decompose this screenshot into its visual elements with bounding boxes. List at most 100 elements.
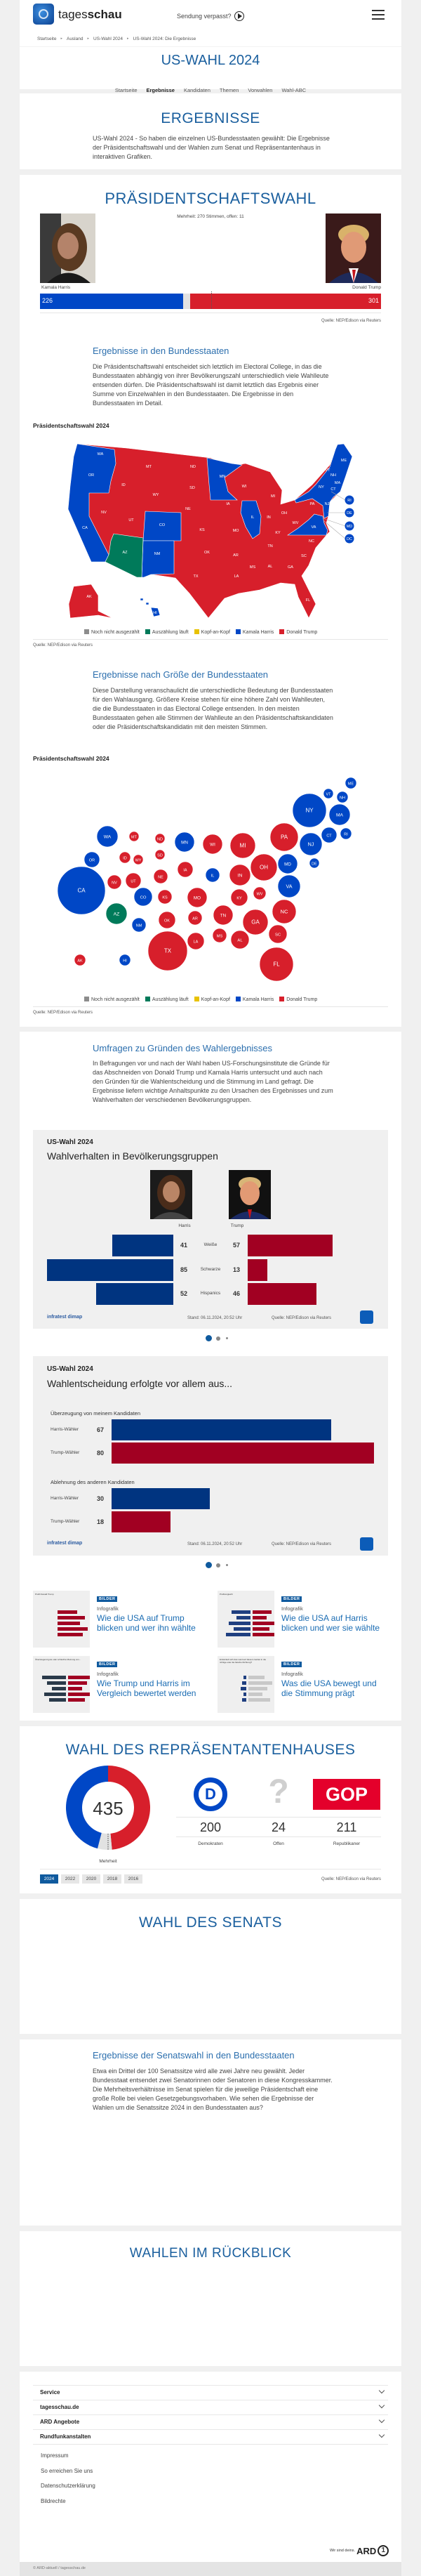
breadcrumb-item[interactable]: US-Wahl 2024: Die Ergebnisse: [133, 37, 196, 41]
bubble-in[interactable]: [229, 864, 251, 886]
bubble-de[interactable]: [309, 857, 320, 869]
bubble-mi[interactable]: [229, 832, 256, 859]
bubble-mn[interactable]: [174, 832, 195, 853]
bubble-oh[interactable]: [250, 853, 278, 881]
bubble-nj[interactable]: [299, 832, 323, 856]
bubble-va[interactable]: [277, 874, 301, 898]
group-label: Hispanics: [200, 1291, 221, 1296]
bubble-tn[interactable]: [213, 905, 234, 926]
teaser-thumbnail[interactable]: Entwickelt sich das Land auf diesem Gebi…: [218, 1656, 274, 1713]
bubble-id[interactable]: [119, 851, 131, 864]
bubble-mt[interactable]: [128, 831, 140, 842]
bubble-ok[interactable]: [158, 911, 176, 929]
teaser-kicker: Infografik: [281, 1605, 303, 1612]
bubble-wy[interactable]: [133, 854, 144, 865]
footer-link[interactable]: Bildrechte: [41, 2498, 66, 2505]
bubble-al[interactable]: [230, 930, 250, 949]
bubble-ca[interactable]: [57, 866, 106, 915]
carousel-dot[interactable]: [215, 1336, 220, 1341]
year-button-2016[interactable]: 2016: [124, 1874, 142, 1884]
bubble-wi[interactable]: [202, 834, 223, 855]
teaser-title-link[interactable]: Was die USA bewegt und die Stimmung präg…: [281, 1678, 377, 1698]
bubble-ar[interactable]: [187, 910, 203, 926]
bubble-ut[interactable]: [125, 872, 142, 889]
year-button-2024[interactable]: 2024: [40, 1874, 58, 1884]
bubble-az[interactable]: [105, 902, 128, 925]
footer-link[interactable]: So erreichen Sie uns: [41, 2467, 93, 2474]
menu-hamburger-icon[interactable]: [372, 10, 385, 20]
carousel-dot[interactable]: [226, 1564, 228, 1566]
tab-kandidaten[interactable]: Kandidaten: [183, 87, 210, 93]
bubble-hi[interactable]: [119, 954, 131, 966]
teaser-thumbnail[interactable]: Profilvergleich: [218, 1591, 274, 1648]
footer-link[interactable]: Impressum: [41, 2452, 69, 2459]
bubble-me[interactable]: [345, 777, 357, 789]
year-button-2018[interactable]: 2018: [103, 1874, 121, 1884]
carousel-dot[interactable]: [206, 1562, 212, 1568]
teaser-title-link[interactable]: Wie Trump und Harris im Vergleich bewert…: [97, 1678, 196, 1698]
teaser-title-link[interactable]: Wie die USA auf Harris blicken und wer s…: [281, 1613, 380, 1633]
footer-section-3[interactable]: Rundfunkanstalten: [33, 2429, 388, 2444]
ard-logo[interactable]: Wir sind deins. ARD 1: [330, 2545, 389, 2556]
teaser-thumbnail[interactable]: Profil Donald Trump: [33, 1591, 90, 1648]
bubble-ky[interactable]: [230, 888, 248, 907]
harris-name: Kamala Harris: [41, 285, 71, 290]
bubble-ks[interactable]: [157, 889, 173, 905]
tab-wahl-abc[interactable]: Wahl-ABC: [281, 87, 307, 93]
bubble-co[interactable]: [133, 887, 153, 907]
sendung-verpasst-link[interactable]: Sendung verpasst?: [177, 11, 244, 21]
thumb-bar: [253, 1616, 267, 1619]
footer-section-2[interactable]: ARD Angebote: [33, 2414, 388, 2429]
breadcrumb-item[interactable]: Ausland: [66, 37, 83, 41]
bubble-nc[interactable]: [272, 899, 297, 924]
bubble-wv[interactable]: [253, 886, 267, 900]
thumb-bar: [232, 1610, 250, 1614]
bubble-ny[interactable]: [292, 793, 327, 828]
groups-stand: Stand: 06.11.2024, 20:52 Uhr: [187, 1316, 243, 1320]
tab-themen[interactable]: Themen: [219, 87, 239, 93]
chevron-down-icon: [378, 2387, 385, 2394]
tagesschau-logo-icon[interactable]: [33, 4, 54, 25]
bubble-nh[interactable]: [336, 791, 349, 803]
teaser-thumbnail[interactable]: Überwiegend gute oder schlechte Meinung …: [33, 1656, 90, 1713]
bubble-ri[interactable]: [340, 827, 352, 840]
bubble-ia[interactable]: [177, 861, 194, 878]
bubble-or[interactable]: [83, 851, 100, 868]
bubble-ga[interactable]: [242, 909, 269, 935]
bubble-tx[interactable]: [147, 931, 188, 971]
bubble-nd[interactable]: [154, 833, 166, 844]
site-logo-text[interactable]: tagesschau: [58, 8, 122, 22]
tab-startseite[interactable]: Startseite: [114, 87, 138, 93]
teaser-title-link[interactable]: Wie die USA auf Trump blicken und wer ih…: [97, 1613, 196, 1633]
bubble-pa[interactable]: [269, 822, 299, 852]
bubble-ms[interactable]: [212, 928, 227, 943]
footer-section-0[interactable]: Service: [33, 2385, 388, 2400]
bubble-nv[interactable]: [107, 874, 122, 890]
carousel-dot[interactable]: [206, 1335, 212, 1341]
bubble-md[interactable]: [277, 853, 298, 874]
bubble-vt[interactable]: [323, 788, 334, 799]
bubble-mo[interactable]: [187, 887, 208, 908]
carousel-dot[interactable]: [215, 1563, 220, 1568]
bubble-la[interactable]: [187, 932, 205, 950]
carousel-dot[interactable]: [226, 1337, 228, 1339]
bubble-wa[interactable]: [96, 825, 119, 848]
bubble-ma[interactable]: [328, 803, 351, 826]
bubble-nm[interactable]: [131, 917, 147, 933]
year-button-2022[interactable]: 2022: [61, 1874, 79, 1884]
breadcrumb-item[interactable]: Startseite: [37, 37, 57, 41]
tab-vorwahlen[interactable]: Vorwahlen: [248, 87, 273, 93]
bubble-ct[interactable]: [321, 827, 338, 843]
infratest-logo-2: infratest dimap: [47, 1541, 83, 1546]
breadcrumb-item[interactable]: US-Wahl 2024: [93, 37, 123, 41]
bubble-source: Quelle: NEP/Edison via Reuters: [33, 1011, 93, 1015]
bubble-il[interactable]: [205, 867, 220, 883]
footer-section-1[interactable]: tagesschau.de: [33, 2400, 388, 2414]
bubble-fl[interactable]: [259, 947, 294, 982]
bubble-sc[interactable]: [268, 924, 288, 944]
footer-link[interactable]: Datenschutzerklärung: [41, 2483, 95, 2490]
bubble-sd[interactable]: [154, 849, 166, 860]
bubble-ak[interactable]: [74, 954, 86, 966]
year-button-2020[interactable]: 2020: [82, 1874, 100, 1884]
bubble-ne[interactable]: [153, 869, 168, 884]
